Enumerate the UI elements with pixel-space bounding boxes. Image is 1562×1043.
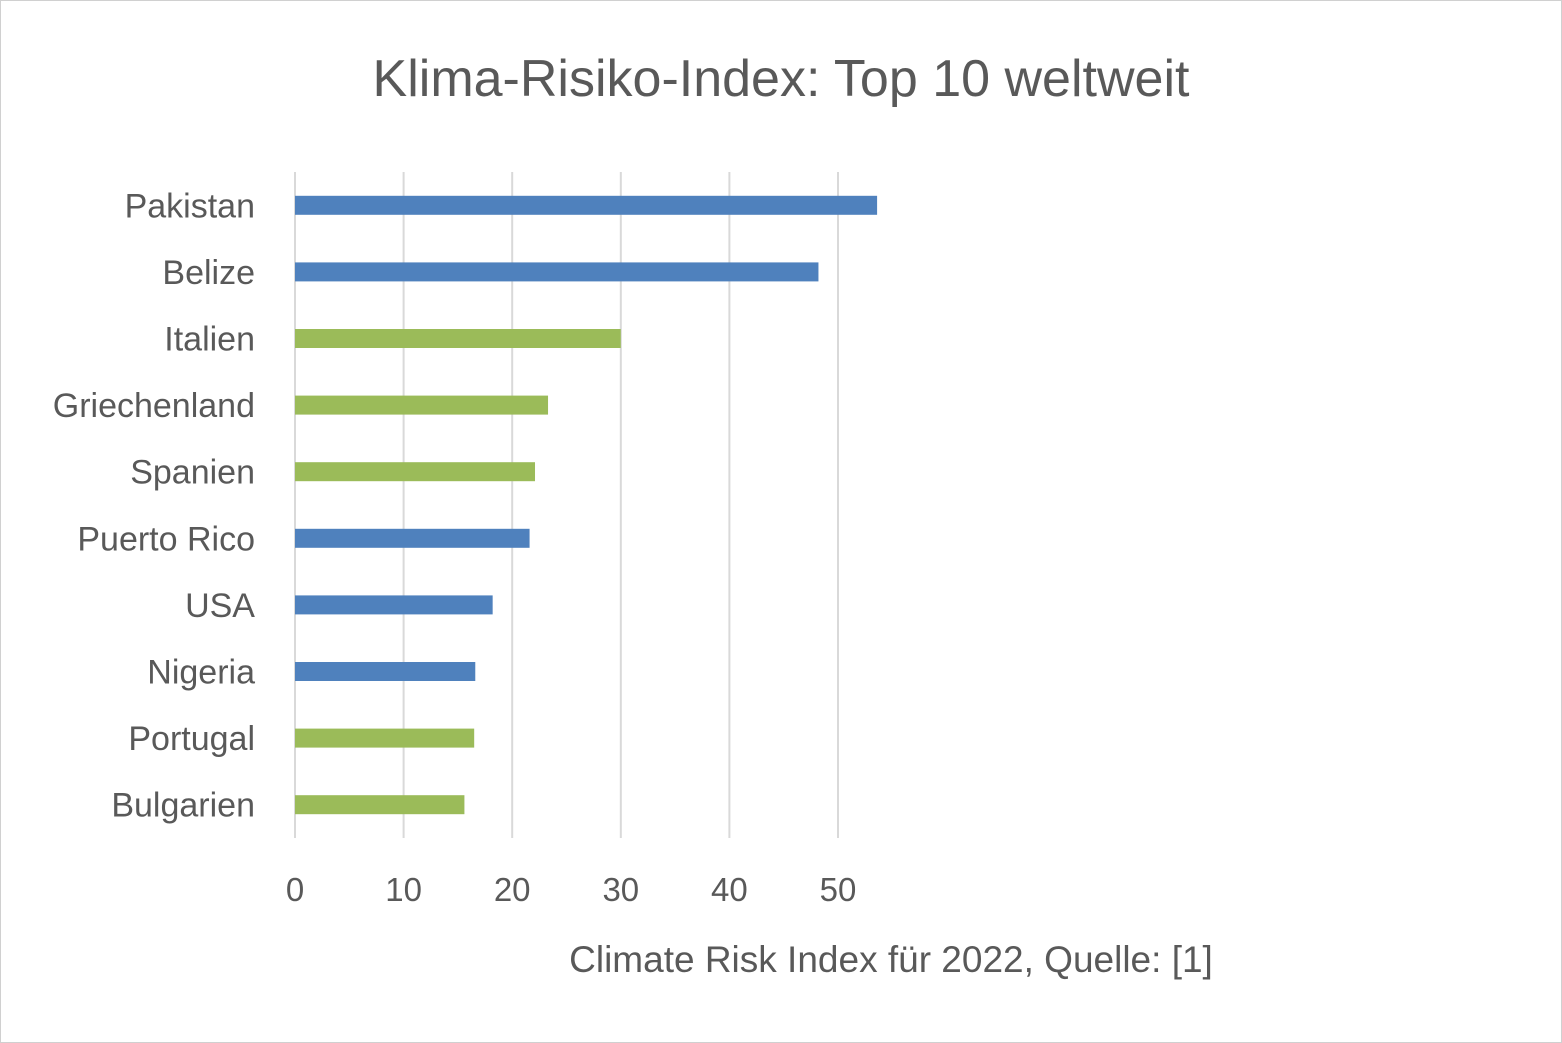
category-label: Spanien: [130, 454, 255, 492]
x-tick-label: 30: [602, 871, 639, 908]
category-label: Pakistan: [125, 187, 255, 225]
bar-portugal: [295, 728, 475, 748]
category-label: USA: [185, 587, 255, 625]
bar-nigeria: [295, 662, 476, 681]
bars: [295, 195, 878, 815]
bar-usa: [295, 595, 493, 615]
x-tick-label: 40: [711, 871, 748, 908]
category-label: Portugal: [128, 720, 255, 758]
category-labels: Pakistan Belize Italien Griechenland Spanien…: [53, 187, 256, 824]
chart-title: Klima-Risiko-Index: Top 10 weltweit: [373, 50, 1190, 108]
gridlines: [294, 172, 839, 838]
x-axis-title: Climate Risk Index für 2022, Quelle: [1]: [569, 939, 1213, 980]
x-tick-label: 50: [820, 871, 857, 908]
x-tick-label: 0: [286, 871, 304, 908]
category-label: Bulgarien: [111, 787, 255, 825]
x-tick-labels: 0 10 20 30 40 50: [286, 871, 857, 908]
category-label: Belize: [162, 254, 255, 292]
category-label: Nigeria: [147, 654, 255, 692]
bar-puerto-rico: [295, 528, 530, 548]
bar-bulgarien: [295, 795, 465, 815]
bar-italien: [295, 329, 621, 348]
x-tick-label: 10: [385, 871, 422, 908]
category-label: Italien: [164, 321, 255, 359]
bar-belize: [295, 262, 819, 282]
bar-pakistan: [295, 195, 878, 215]
bar-griechenland: [295, 395, 549, 415]
x-tick-label: 20: [494, 871, 531, 908]
category-label: Griechenland: [53, 387, 255, 425]
category-label: Puerto Rico: [77, 520, 255, 558]
bar-spanien: [295, 462, 536, 482]
